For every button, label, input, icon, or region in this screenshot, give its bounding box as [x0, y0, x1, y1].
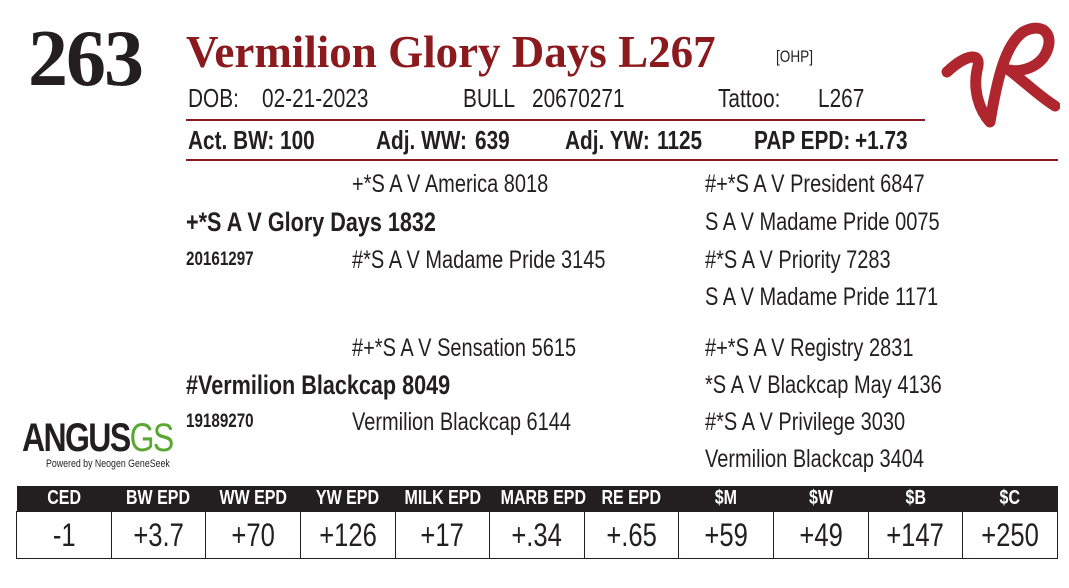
epd-header-cell: YW EPD — [300, 486, 395, 512]
epd-value: +3.7 — [133, 516, 184, 553]
value-row: -1 +3.7 +70 +126 +17 +.34 +.65 +59 +49 +147 +250 — [16, 511, 1058, 559]
pedigree: #*S A V Privilege 3030 — [705, 408, 906, 436]
epd-value: +17 — [420, 516, 465, 553]
label: PAP EPD: — [754, 125, 851, 155]
epd-header-cell: CED — [16, 486, 112, 512]
pedigree: #*S A V Priority 7283 — [705, 246, 891, 274]
value: 639 — [475, 125, 510, 155]
tag: [OHP] — [776, 47, 814, 66]
epd-header: WW EPD — [219, 487, 287, 509]
pedigree: S A V Madame Pride 0075 — [705, 208, 940, 236]
epd-header: $C — [999, 487, 1021, 509]
epd-value: +147 — [886, 516, 945, 553]
epd-header-cell: $W — [773, 486, 869, 512]
value: +1.73 — [855, 125, 908, 155]
epd-header-cell: MILK EPD — [395, 486, 490, 512]
epd-value-cell: +250 — [962, 511, 1058, 559]
pedigree: #*S A V Madame Pride 3145 — [352, 246, 606, 274]
pedigree: Vermilion Blackcap 6144 — [352, 408, 572, 436]
epd-value: +70 — [231, 516, 275, 553]
animal-name: Vermilion Glory Days L267 — [186, 27, 716, 77]
label: DOB: — [188, 83, 239, 113]
sire: +*S A V Glory Days 1832 — [186, 207, 436, 237]
epd-value-cell: +49 — [773, 511, 869, 559]
label: Adj. WW: — [376, 125, 467, 155]
pedigree: #+*S A V Registry 2831 — [705, 334, 914, 362]
rule — [186, 159, 1058, 161]
epd-value: -1 — [52, 516, 76, 553]
epd-header: MARB EPD — [500, 487, 586, 509]
label: BULL — [463, 83, 516, 113]
value: 100 — [280, 125, 315, 155]
epd-value: +49 — [799, 516, 843, 553]
logo-text: ANGUS — [22, 416, 131, 460]
header-row: CED BW EPD WW EPD YW EPD MILK EPD MARB EPD RE … — [16, 486, 1058, 512]
pedigree: S A V Madame Pride 1171 — [705, 283, 939, 311]
epd-value-cell: +147 — [867, 511, 964, 559]
epd-header: RE EPD — [601, 487, 662, 509]
logo-brand: ANGUSGS — [22, 416, 175, 460]
pedigree: *S A V Blackcap May 4136 — [705, 371, 942, 399]
pedigree: +*S A V America 8018 — [352, 170, 549, 198]
epd-value: +59 — [704, 516, 748, 553]
epd-value-cell: +.34 — [489, 511, 585, 559]
epd-table: CED BW EPD WW EPD YW EPD MILK EPD MARB EPD RE … — [16, 486, 1058, 559]
epd-value-cell: +59 — [678, 511, 774, 559]
rule — [186, 119, 925, 121]
value: 02-21-2023 — [262, 83, 369, 113]
epd-value: +.34 — [511, 516, 563, 553]
epd-header: BW EPD — [126, 487, 191, 509]
label: Adj. YW: — [565, 125, 650, 155]
epd-value: +126 — [318, 516, 377, 553]
epd-header: MILK EPD — [404, 487, 482, 509]
lot-number: 263 — [28, 15, 144, 103]
pedigree: #+*S A V President 6847 — [705, 170, 925, 198]
epd-header: $B — [905, 487, 926, 509]
logo-stroke — [941, 22, 1060, 128]
logo-suffix: GS — [129, 416, 175, 460]
epd-value: +250 — [981, 516, 1039, 553]
epd-header-cell: BW EPD — [111, 486, 206, 512]
epd-header: $M — [715, 487, 738, 509]
brand-logo — [941, 22, 1060, 128]
epd-header-cell: WW EPD — [205, 486, 301, 512]
epd-header-cell: $C — [962, 486, 1058, 512]
registration: 20161297 — [186, 249, 254, 270]
epd-value: +.65 — [606, 516, 657, 553]
epd-header-cell: $M — [678, 486, 774, 512]
epd-value-cell: -1 — [16, 511, 112, 559]
epd-value-cell: +.65 — [583, 511, 680, 559]
epd-header-cell: $B — [868, 486, 963, 512]
value: 20670271 — [532, 83, 625, 113]
dam: #Vermilion Blackcap 8049 — [186, 370, 451, 400]
epd-value-cell: +3.7 — [110, 511, 207, 559]
registration: 19189270 — [186, 411, 254, 432]
epd-header-cell: RE EPD — [584, 486, 679, 512]
epd-header: YW EPD — [316, 487, 380, 509]
logo-tagline: Powered by Neogen GeneSeek — [46, 458, 170, 470]
value: 1125 — [657, 125, 703, 155]
label: Tattoo: — [718, 83, 781, 113]
epd-value-cell: +17 — [394, 511, 491, 559]
label: Act. BW: — [188, 125, 275, 155]
epd-value-cell: +126 — [299, 511, 396, 559]
pedigree: #+*S A V Sensation 5615 — [352, 334, 577, 362]
epd-header: $W — [808, 487, 833, 509]
epd-header-cell: MARB EPD — [489, 486, 586, 512]
epd-value-cell: +70 — [205, 511, 301, 559]
value: L267 — [818, 83, 865, 113]
pedigree: Vermilion Blackcap 3404 — [705, 445, 925, 473]
epd-header: CED — [46, 487, 81, 509]
